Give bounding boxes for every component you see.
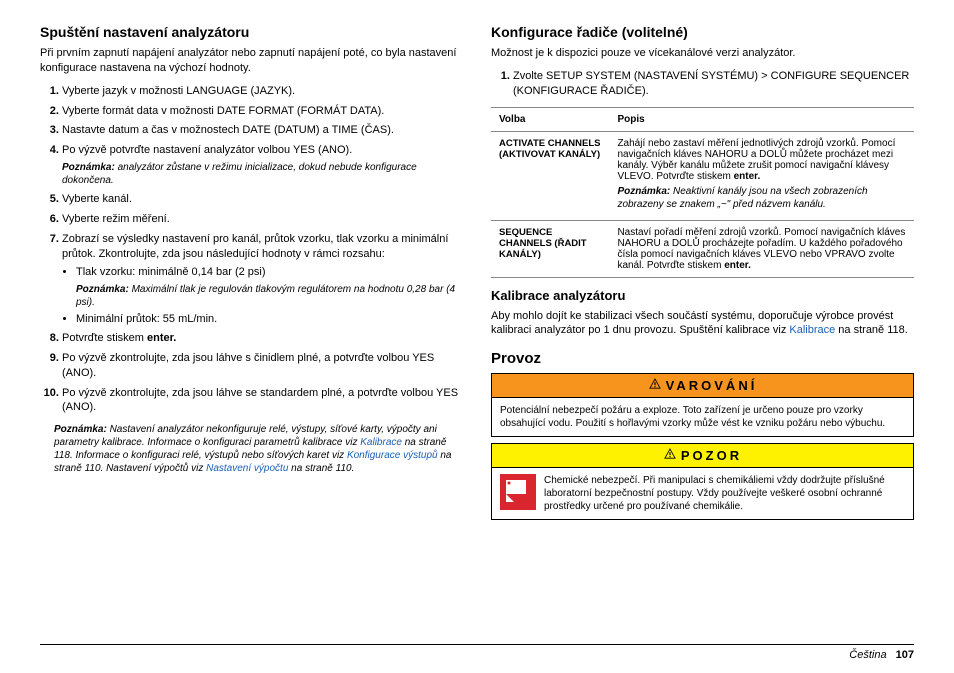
opt-sequence-label: SEQUENCE CHANNELS (ŘADIT KANÁLY) (491, 220, 609, 277)
step-9: Po výzvě zkontrolujte, zda jsou láhve s … (62, 351, 463, 381)
th-volba: Volba (491, 107, 609, 131)
warning-triangle-icon (663, 447, 677, 464)
step-10: Po výzvě zkontrolujte, zda jsou láhve se… (62, 386, 463, 416)
step-5: Vyberte kanál. (62, 192, 463, 207)
table-row: ACTIVATE CHANNELS (AKTIVOVAT KANÁLY) Zah… (491, 131, 914, 220)
bottom-note: Poznámka: Nastavení analyzátor nekonfigu… (54, 423, 457, 475)
sequencer-steps: Zvolte SETUP SYSTEM (NASTAVENÍ SYSTÉMU) … (513, 69, 914, 99)
opt-activate-label: ACTIVATE CHANNELS (AKTIVOVAT KANÁLY) (491, 131, 609, 220)
page-footer: Čeština 107 (40, 644, 914, 661)
startup-steps: Vyberte jazyk v možnosti LANGUAGE (JAZYK… (62, 84, 463, 416)
intro-text: Při prvním zapnutí napájení analyzátor n… (40, 46, 463, 76)
caution-body: Chemické nebezpečí. Při manipulaci s che… (492, 467, 913, 519)
warning-body: Potenciální nebezpečí požáru a exploze. … (492, 397, 913, 436)
opt-activate-note: Poznámka: Neaktivní kanály jsou na všech… (617, 185, 906, 211)
step-4-note: Poznámka: analyzátor zůstane v režimu in… (62, 161, 463, 187)
step-3: Nastavte datum a čas v možnostech DATE (… (62, 123, 463, 138)
step-7: Zobrazí se výsledky nastavení pro kanál,… (62, 232, 463, 326)
step-8: Potvrďte stiskem enter. (62, 331, 463, 346)
step-7-bullet-2: Minimální průtok: 55 mL/min. (76, 312, 463, 326)
step-1: Vyberte jazyk v možnosti LANGUAGE (JAZYK… (62, 84, 463, 99)
link-nastaveni-vypoctu[interactable]: Nastavení výpočtu (206, 463, 288, 474)
footer-page-number: 107 (896, 649, 914, 661)
section-heading-startup: Spuštění nastavení analyzátoru (40, 24, 463, 40)
step-6: Vyberte režim měření. (62, 212, 463, 227)
warning-triangle-icon (648, 377, 662, 394)
opt-sequence-desc: Nastaví pořadí měření zdrojů vzorků. Pom… (609, 220, 914, 277)
opt-activate-desc: Zahájí nebo zastaví měření jednotlivých … (609, 131, 914, 220)
chemical-hazard-icon (500, 474, 536, 510)
link-konfigurace-vystupu[interactable]: Konfigurace výstupů (347, 450, 438, 461)
footer-language: Čeština (849, 649, 886, 661)
th-popis: Popis (609, 107, 914, 131)
warning-head: VAROVÁNÍ (492, 374, 913, 397)
step-7-note: Poznámka: Maximální tlak je regulován tl… (76, 283, 463, 309)
step-7-bullet-1: Tlak vzorku: minimálně 0,14 bar (2 psi) … (76, 265, 463, 308)
section-heading-kalibrace: Kalibrace analyzátoru (491, 288, 914, 303)
step-2: Vyberte formát data v možnosti DATE FORM… (62, 104, 463, 119)
section-heading-provoz: Provoz (491, 350, 914, 367)
step-4: Po výzvě potvrďte nastavení analyzátor v… (62, 143, 463, 187)
section-heading-sequencer: Konfigurace řadiče (volitelné) (491, 24, 914, 40)
sequencer-intro: Možnost je k dispozici pouze ve vícekaná… (491, 46, 914, 61)
options-table: Volba Popis ACTIVATE CHANNELS (AKTIVOVAT… (491, 107, 914, 278)
link-kalibrace[interactable]: Kalibrace (360, 437, 402, 448)
caution-head: POZOR (492, 444, 913, 467)
link-kalibrace-2[interactable]: Kalibrace (789, 324, 835, 336)
table-row: SEQUENCE CHANNELS (ŘADIT KANÁLY) Nastaví… (491, 220, 914, 277)
warning-box-pozor: POZOR Chemické nebezpečí. Při manipulaci… (491, 443, 914, 520)
warning-box-varovani: VAROVÁNÍ Potenciální nebezpečí požáru a … (491, 373, 914, 437)
kalibrace-text: Aby mohlo dojít ke stabilizaci všech sou… (491, 309, 914, 339)
sequencer-step-1: Zvolte SETUP SYSTEM (NASTAVENÍ SYSTÉMU) … (513, 69, 914, 99)
